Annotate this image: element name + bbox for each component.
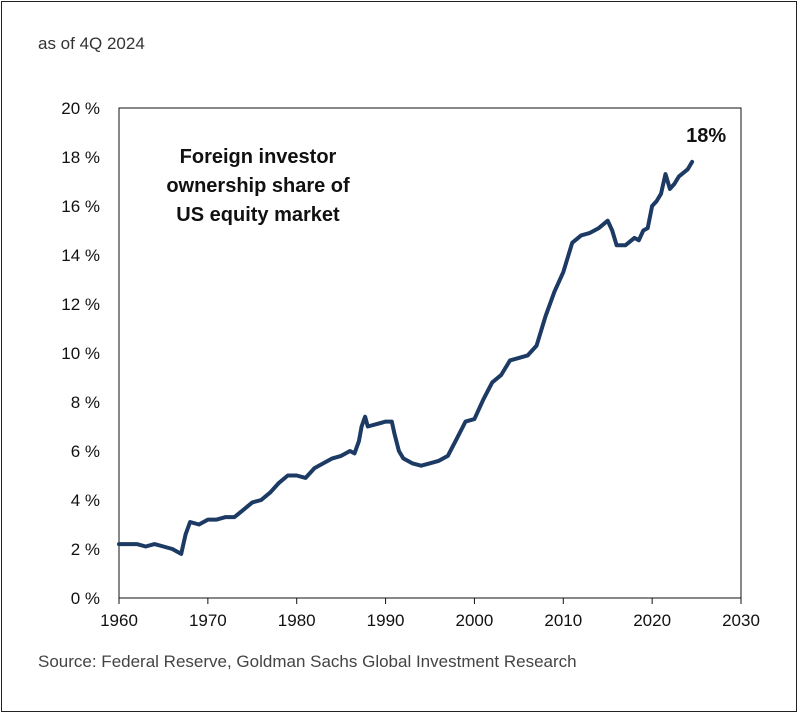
x-axis: 1960 1970 1980 1990 2000 2010 2020 2030 (100, 598, 760, 630)
y-tick-label: 18 % (61, 148, 100, 167)
x-tick-label: 2020 (633, 611, 671, 630)
x-tick-label: 2010 (544, 611, 582, 630)
x-tick-label: 2030 (722, 611, 760, 630)
y-tick-label: 4 % (71, 491, 100, 510)
x-tick-label: 1990 (367, 611, 405, 630)
end-value-label: 18% (686, 125, 726, 147)
y-tick-label: 16 % (61, 197, 100, 216)
chart-subtitle: as of 4Q 2024 (38, 34, 145, 53)
x-tick-label: 2000 (456, 611, 494, 630)
y-tick-label: 14 % (61, 246, 100, 265)
chart-title-line-3: US equity market (176, 204, 340, 226)
x-tick-label: 1980 (278, 611, 316, 630)
y-axis: 0 % 2 % 4 % 6 % 8 % 10 % 12 % 14 % 16 % 18 % 20 % (61, 99, 100, 608)
y-tick-label: 12 % (61, 295, 100, 314)
y-tick-label: 6 % (71, 442, 100, 461)
y-tick-label: 0 % (71, 589, 100, 608)
plot-area (118, 107, 742, 599)
y-tick-label: 2 % (71, 540, 100, 559)
y-tick-label: 10 % (61, 344, 100, 363)
y-tick-label: 8 % (71, 393, 100, 412)
source-note: Source: Federal Reserve, Goldman Sachs G… (38, 652, 577, 671)
x-tick-label: 1960 (100, 611, 138, 630)
chart-title-line-2: ownership share of (166, 175, 350, 197)
chart-title-line-1: Foreign investor (180, 146, 337, 168)
series-line-foreign-ownership (117, 159, 695, 556)
y-tick-label: 20 % (61, 99, 100, 118)
x-tick-label: 1970 (189, 611, 227, 630)
